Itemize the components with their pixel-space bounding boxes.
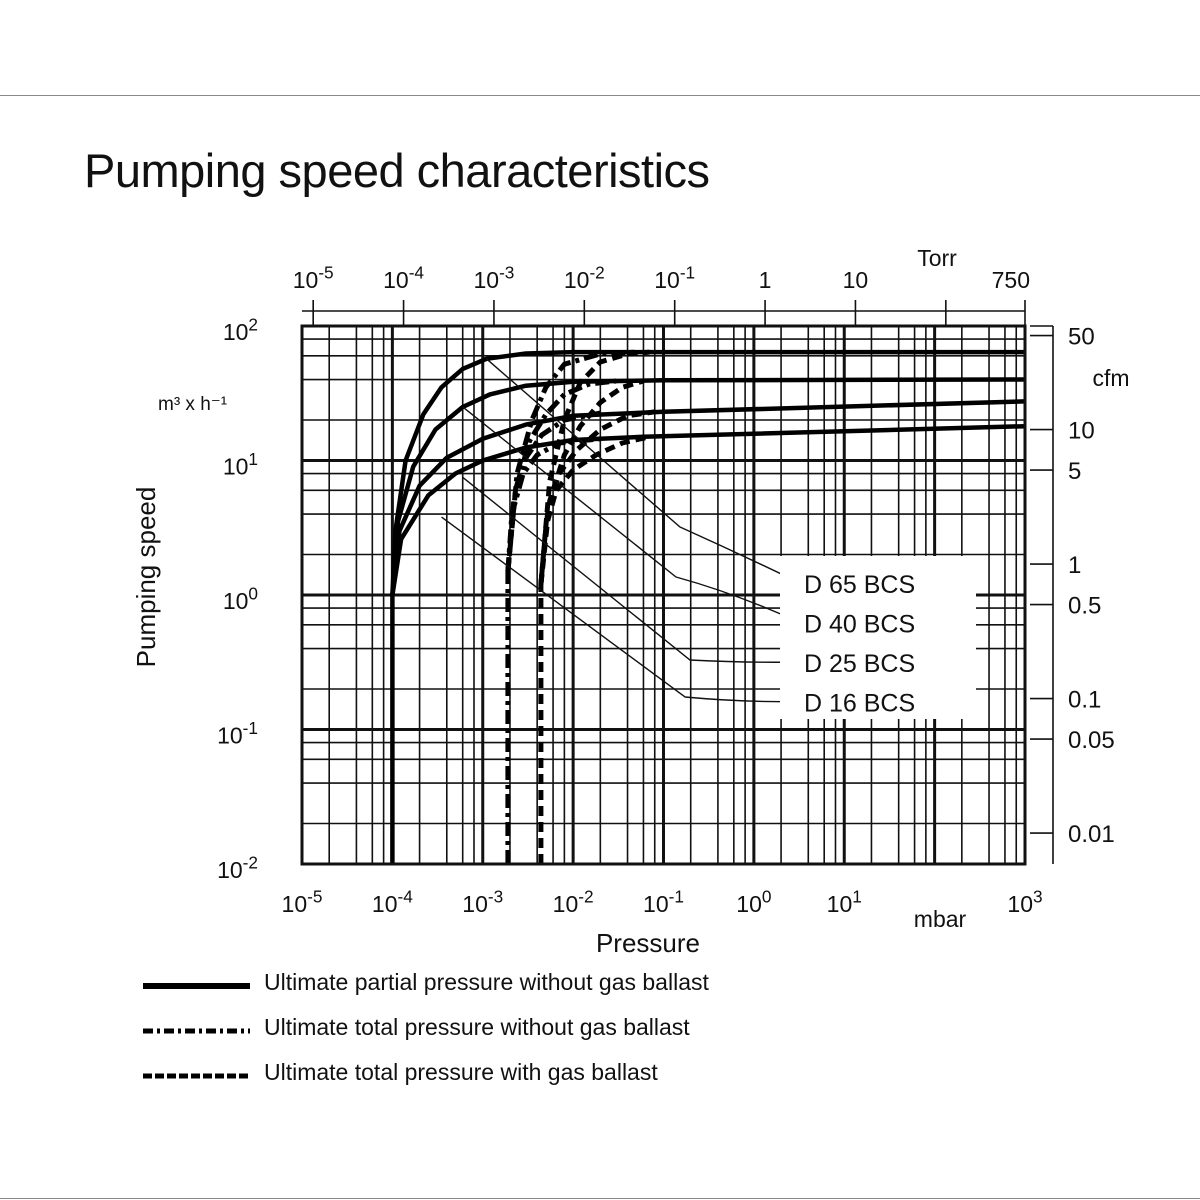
- curve-d-65-bcs-dashdot: [505, 349, 637, 864]
- x-tick-label: 10-4: [372, 886, 413, 917]
- x-tick-label: 101: [827, 886, 862, 917]
- x-tick-label: 100: [736, 886, 771, 917]
- y-tick-label: 102: [223, 314, 258, 345]
- annotation-label: D 40 BCS: [804, 611, 915, 639]
- top-tick-label: 10-2: [564, 262, 605, 293]
- curve-d-16-bcs-solid: [390, 423, 1026, 596]
- curve-d-40-bcs-dashdot: [505, 378, 617, 572]
- right-axis-unit: cfm: [1092, 365, 1129, 391]
- curves: [390, 349, 1026, 864]
- annotation-labels: D 65 BCS D 40 BCS D 25 BCS D 16 BCS: [804, 571, 915, 718]
- curve-d-25-bcs-dashdot: [505, 410, 601, 572]
- top-tick-label: 10-4: [383, 262, 424, 293]
- legend-label: Ultimate partial pressure without gas ba…: [264, 969, 709, 995]
- bottom-divider: [0, 1198, 1200, 1199]
- top-divider: [0, 95, 1200, 96]
- curve-d-40-bcs-solid: [390, 377, 1026, 596]
- annotation-label: D 25 BCS: [804, 650, 915, 678]
- y-tick-label: 10-1: [217, 718, 258, 749]
- y-axis-title: Pumping speed: [131, 487, 161, 668]
- right-tick-label: 5: [1068, 458, 1081, 485]
- x-axis-unit: mbar: [914, 906, 967, 932]
- right-tick-label: 50: [1068, 324, 1095, 351]
- right-tick-label: 0.5: [1068, 593, 1101, 620]
- annotation-label: D 16 BCS: [804, 690, 915, 718]
- right-tick-label: 0.01: [1068, 821, 1115, 848]
- x-tick-label: 10-2: [553, 886, 594, 917]
- legend-label: Ultimate total pressure with gas ballast: [264, 1059, 658, 1085]
- x-tick-label: 103: [1007, 886, 1042, 917]
- right-tick-label: 1: [1068, 552, 1081, 579]
- grid: [300, 324, 1027, 866]
- y-tick-label: 101: [223, 449, 258, 480]
- y-axis-unit: m³ x h⁻¹: [158, 394, 227, 415]
- top-tick-label: 10-3: [473, 262, 514, 293]
- right-tick-label: 10: [1068, 418, 1095, 445]
- y-tick-label: 100: [223, 583, 258, 614]
- axes: 10-5 10-4 10-3 10-2 10-1 100 101 10310210110010…: [217, 262, 1115, 917]
- x-tick-label: 10-3: [462, 886, 503, 917]
- top-tick-label: 10: [843, 267, 869, 293]
- page-title: Pumping speed characteristics: [84, 144, 710, 197]
- legend: Ultimate partial pressure without gas ba…: [143, 969, 709, 1085]
- right-tick-label: 0.1: [1068, 687, 1101, 714]
- annotation-label: D 65 BCS: [804, 571, 915, 599]
- legend-label: Ultimate total pressure without gas ball…: [264, 1014, 690, 1040]
- curve-d-16-bcs-dashdot: [505, 436, 601, 572]
- annotation-leader-line: [441, 516, 801, 703]
- curve-d-16-bcs-dashed: [538, 434, 651, 585]
- top-tick-label: 750: [992, 267, 1030, 293]
- right-tick-label: 0.05: [1068, 727, 1115, 754]
- y-tick-label: 10-2: [217, 852, 258, 883]
- top-tick-label: 10-1: [654, 262, 695, 293]
- top-tick-label: 10-5: [293, 262, 334, 293]
- top-axis-unit: Torr: [917, 245, 957, 271]
- annotation-box: [780, 556, 976, 719]
- top-tick-label: 1: [759, 267, 772, 293]
- x-axis-title: Pressure: [596, 928, 700, 958]
- x-tick-label: 10-5: [282, 886, 323, 917]
- x-tick-label: 10-1: [643, 886, 684, 917]
- plot-frame: [300, 324, 1027, 866]
